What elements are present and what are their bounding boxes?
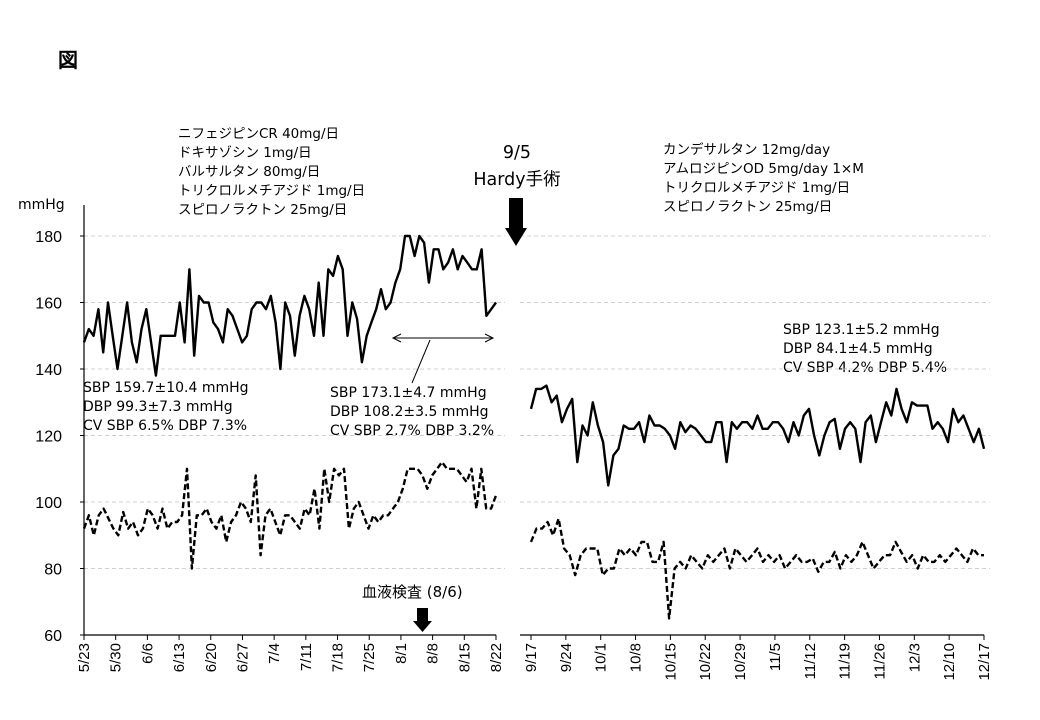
y-tick-label: 100	[35, 495, 62, 512]
x-tick-label: 10/8	[628, 643, 645, 672]
stats-after-line: DBP 84.1±4.5 mmHg	[783, 341, 933, 357]
x-tick-label: 11/26	[871, 643, 888, 679]
y-tick-label: 60	[44, 628, 62, 645]
blood-test-arrow-head	[413, 621, 432, 632]
x-tick-label: 7/4	[266, 643, 283, 664]
stats-after-line: CV SBP 4.2% DBP 5.4%	[783, 360, 948, 376]
x-tick-label: 11/12	[802, 643, 819, 679]
span-arrow-left-head	[391, 333, 402, 343]
meds-after-item: トリクロルメチアジド 1mg/日	[663, 180, 851, 196]
stats-late-line: DBP 108.2±3.5 mmHg	[330, 404, 489, 420]
span-pointer-line	[411, 339, 431, 384]
series-sbp-after	[529, 384, 986, 487]
y-axis-unit: mmHg	[18, 197, 65, 213]
meds-before-item: バルサルタン 80mg/日	[178, 164, 321, 180]
x-tick-label: 12/3	[906, 643, 923, 672]
x-tick-label: 5/30	[108, 643, 125, 672]
meds-before-item: トリクロルメチアジド 1mg/日	[178, 183, 366, 199]
x-tick-label: 11/19	[837, 643, 854, 679]
stats-late-line: SBP 173.1±4.7 mmHg	[330, 385, 487, 401]
x-tick-label: 12/17	[976, 643, 993, 681]
x-tick-label: 9/24	[558, 643, 575, 672]
x-tick-label: 8/1	[393, 643, 410, 664]
span-arrow-right-head	[484, 333, 495, 343]
x-tick-label: 8/8	[425, 643, 442, 664]
x-tick-label: 7/11	[298, 643, 315, 671]
meds-before-item: スピロノラクトン 25mg/日	[178, 202, 348, 218]
y-tick-label: 160	[35, 296, 62, 313]
surgery-arrow-head	[505, 228, 527, 246]
x-tick-label: 8/22	[488, 643, 505, 672]
x-tick-label: 7/18	[330, 643, 347, 672]
stats-before-line: CV SBP 6.5% DBP 7.3%	[83, 418, 248, 434]
stats-before: SBP 159.7±10.4 mmHg DBP 99.3±7.3 mmHg CV…	[83, 379, 249, 436]
stats-before-line: DBP 99.3±7.3 mmHg	[83, 399, 233, 415]
x-tick-label: 9/17	[523, 643, 540, 672]
y-tick-label: 120	[35, 429, 62, 446]
surgery-annotation: 9/5 Hardy手術	[452, 140, 582, 194]
x-tick-label: 8/15	[456, 643, 473, 672]
surgery-arrow-shaft	[509, 198, 523, 228]
x-tick-label: 10/29	[732, 643, 749, 681]
x-tick-label: 6/27	[234, 643, 251, 672]
figure-label: 図	[58, 48, 78, 72]
meds-after-item: アムロジピンOD 5mg/day 1×M	[663, 161, 864, 177]
stats-before-line: SBP 159.7±10.4 mmHg	[83, 380, 249, 396]
meds-before-item: ニフェジピンCR 40mg/日	[178, 126, 340, 142]
series-sbp-before	[82, 234, 497, 377]
blood-test-label: 血液検査 (8/6)	[362, 583, 463, 601]
meds-after-list: カンデサルタン 12mg/day アムロジピンOD 5mg/day 1×M トリ…	[663, 141, 864, 217]
stats-after-line: SBP 123.1±5.2 mmHg	[783, 322, 940, 338]
meds-before-list: ニフェジピンCR 40mg/日 ドキサゾシン 1mg/日 バルサルタン 80mg…	[178, 125, 365, 220]
stats-after: SBP 123.1±5.2 mmHg DBP 84.1±4.5 mmHg CV …	[783, 321, 947, 378]
surgery-date: 9/5	[502, 143, 532, 163]
y-tick-label: 140	[35, 362, 62, 379]
y-tick-label: 80	[44, 562, 62, 579]
x-tick-label: 6/6	[139, 643, 156, 664]
stats-late: SBP 173.1±4.7 mmHg DBP 108.2±3.5 mmHg CV…	[330, 384, 494, 441]
x-tick-label: 10/15	[662, 643, 679, 681]
x-tick-label: 6/13	[171, 643, 188, 672]
x-tick-label: 11/5	[767, 643, 784, 671]
blood-test-arrow-shaft	[417, 608, 428, 622]
meds-after-item: スピロノラクトン 25mg/日	[663, 199, 833, 215]
x-tick-label: 12/10	[941, 643, 958, 681]
y-tick-label: 180	[35, 229, 62, 246]
x-tick-label: 10/1	[593, 643, 610, 672]
x-tick-label: 7/25	[361, 643, 378, 672]
meds-after-item: カンデサルタン 12mg/day	[663, 142, 831, 158]
surgery-name: Hardy手術	[473, 170, 561, 190]
series-dbp-before	[82, 460, 498, 570]
x-tick-label: 10/22	[697, 643, 714, 681]
meds-before-item: ドキサゾシン 1mg/日	[178, 145, 312, 161]
x-tick-label: 6/20	[203, 643, 220, 672]
series-dbp-after	[529, 517, 984, 620]
x-tick-label: 5/23	[76, 643, 93, 672]
